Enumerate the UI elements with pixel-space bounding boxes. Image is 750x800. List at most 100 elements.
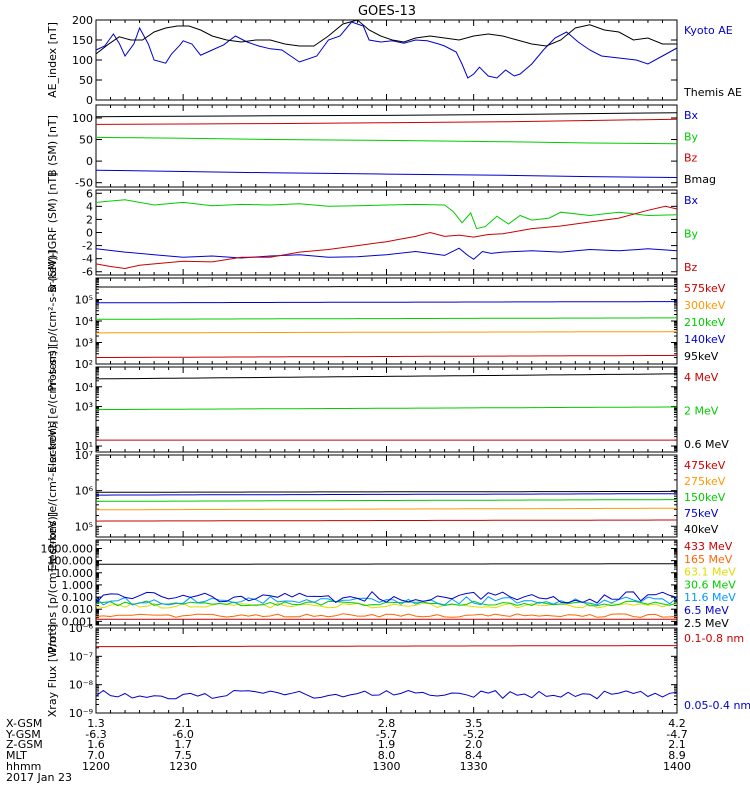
y-axis-label: Electrons [e/(cm²-s-sr)] bbox=[46, 346, 59, 473]
y-tick-label: 100 bbox=[72, 54, 93, 67]
legend-entry: 165 MeV bbox=[684, 553, 733, 566]
y-tick-label: 10⁻⁶ bbox=[69, 622, 94, 635]
legend-entry: 150keV bbox=[684, 491, 726, 504]
y-tick-label: -4 bbox=[82, 253, 93, 266]
y-tick-label: 100.000 bbox=[48, 555, 94, 568]
y-tick-label: 0.001 bbox=[62, 615, 94, 628]
axis-row-label: MLT bbox=[6, 749, 27, 762]
legend-entry: 30.6 MeV bbox=[684, 578, 736, 591]
axis-row-value: -4.7 bbox=[666, 728, 687, 741]
legend-entry: Bmag bbox=[684, 173, 716, 186]
legend-entry: 575keV bbox=[684, 282, 726, 295]
panel-frame bbox=[95, 539, 678, 626]
series-line-2-mev bbox=[95, 406, 677, 411]
series-line-bx bbox=[95, 247, 678, 260]
panel-frame bbox=[95, 19, 678, 101]
series-line-bx bbox=[95, 169, 678, 178]
legend-entry: 75keV bbox=[684, 507, 719, 520]
y-tick-label: 10⁻⁷ bbox=[69, 650, 93, 663]
axis-row-value: 2.8 bbox=[378, 717, 396, 730]
y-tick-label: 0 bbox=[86, 94, 93, 107]
legend-entry: 2.5 MeV bbox=[684, 617, 729, 630]
panel-frame bbox=[95, 454, 678, 538]
legend-entry: Bx bbox=[684, 109, 699, 122]
panel-1: 0 50 100 150 200 AE_index [nT] Kyoto AE Themis … bbox=[46, 14, 742, 107]
y-tick-label: 10³ bbox=[75, 337, 93, 350]
y-tick-label: 10⁵ bbox=[75, 520, 93, 533]
series-line-bz bbox=[95, 118, 678, 125]
y-tick-label: 1000.000 bbox=[41, 542, 94, 555]
panel-2: -50 0 50 100 B (SM) [nT] Bx By Bz Bmag bbox=[46, 104, 716, 190]
chart-title: GOES-13 bbox=[358, 4, 416, 19]
axis-row-label: hhmm bbox=[6, 760, 41, 773]
y-tick-label: 1.000 bbox=[62, 579, 94, 592]
axis-row-value: 1.7 bbox=[174, 738, 192, 751]
y-axis-label: Protons [p/(cm²-s-sr-keV)] bbox=[46, 250, 59, 391]
panel-8: 10⁻⁹ 10⁻⁸ 10⁻⁷ 10⁻⁶ Xray Flux [W/m²] 0.1-0.8 … bbox=[46, 622, 750, 720]
axis-row-value: -6.0 bbox=[172, 728, 193, 741]
series-line-210kev bbox=[96, 317, 677, 320]
axis-row-value: 8.4 bbox=[465, 749, 483, 762]
legend-entry: Bz bbox=[684, 152, 698, 165]
series-line-150kev bbox=[95, 499, 677, 502]
legend-entry: 95keV bbox=[684, 350, 719, 363]
axis-row-value: 2.1 bbox=[668, 738, 686, 751]
y-tick-label: 2 bbox=[86, 213, 93, 226]
panel-4: 10² 10³ 10⁴ 10⁵ Protons [p/(cm²-s-sr-keV)] 57… bbox=[46, 250, 726, 391]
panel-6: 10⁵ 10⁶ 10⁷ Electrons [e/(cm²-s-sr-keV)] 475… bbox=[46, 421, 726, 572]
series-line-kyoto-ae bbox=[95, 21, 678, 79]
axis-row-value: 1.3 bbox=[87, 717, 105, 730]
legend-entry: 11.6 MeV bbox=[684, 591, 736, 604]
series-line-by bbox=[95, 136, 678, 145]
y-tick-label: 150 bbox=[72, 34, 93, 47]
y-tick-label: 10³ bbox=[75, 401, 93, 414]
axis-row-value: 7.0 bbox=[87, 749, 105, 762]
axis-row-label: Y-GSM bbox=[5, 728, 41, 741]
y-tick-label: 50 bbox=[79, 134, 93, 147]
legend-entry: 63.1 MeV bbox=[684, 566, 736, 579]
legend-entry: 40keV bbox=[684, 523, 719, 536]
y-tick-label: 10⁴ bbox=[75, 381, 94, 394]
time-axis-table: X-GSM 1.3 2.1 2.8 3.5 4.2 Y-GSM -6.3 -6.0 -5.7 -5.… bbox=[5, 717, 691, 784]
legend-entry: 275keV bbox=[684, 475, 726, 488]
y-axis-label: Protons [p/(cm²-s-sr-keV)] bbox=[46, 512, 59, 653]
legend-entry: By bbox=[684, 228, 699, 241]
legend-entry: 0.05-0.4 nm bbox=[684, 699, 750, 712]
axis-row-value: 1230 bbox=[169, 760, 197, 773]
axis-row-label: Z-GSM bbox=[6, 738, 43, 751]
series-line-by bbox=[95, 199, 678, 230]
y-tick-label: -6 bbox=[82, 266, 93, 279]
y-tick-label: 0 bbox=[86, 227, 93, 240]
legend-entry: By bbox=[684, 130, 699, 143]
panel-5: 10¹ 10³ 10⁴ Electrons [e/(cm²-s-sr)] 4 MeV 2 … bbox=[46, 346, 729, 473]
panel-7: 0.0010.0100.1001.00010.000100.0001000.00… bbox=[41, 512, 737, 653]
legend-entry: 4 MeV bbox=[684, 371, 719, 384]
series-line-75kev bbox=[96, 493, 677, 496]
legend-entry: Bz bbox=[684, 261, 698, 274]
y-tick-label: 10⁴ bbox=[75, 315, 94, 328]
panel-frame bbox=[95, 277, 678, 365]
series-line-6-5-mev bbox=[95, 590, 678, 604]
series-line-95kev bbox=[96, 285, 677, 288]
y-tick-label: 4 bbox=[86, 200, 93, 213]
axis-row-value: -5.2 bbox=[463, 728, 484, 741]
legend-entry: 300keV bbox=[684, 299, 726, 312]
y-tick-label: 10⁶ bbox=[75, 485, 94, 498]
y-tick-label: -50 bbox=[75, 177, 93, 190]
y-tick-label: 10⁻⁹ bbox=[69, 707, 93, 720]
series-line-63-1-mev bbox=[95, 602, 678, 609]
series-line-275kev bbox=[96, 507, 677, 511]
axis-row-value: -6.3 bbox=[85, 728, 106, 741]
series-line-bz bbox=[95, 205, 678, 270]
series-line-2-5-mev bbox=[96, 563, 677, 565]
y-axis-label: B (SM) [nT] bbox=[46, 115, 59, 177]
axis-row-label: X-GSM bbox=[6, 717, 42, 730]
panel-frame bbox=[95, 104, 678, 188]
legend-entry: 0.1-0.8 nm bbox=[684, 632, 744, 645]
axis-row-value: 1.6 bbox=[87, 738, 105, 751]
axis-row-value: 1.9 bbox=[378, 738, 396, 751]
series-line-0-1-0-8-nm bbox=[96, 645, 677, 648]
legend-entry: 2 MeV bbox=[684, 405, 719, 418]
